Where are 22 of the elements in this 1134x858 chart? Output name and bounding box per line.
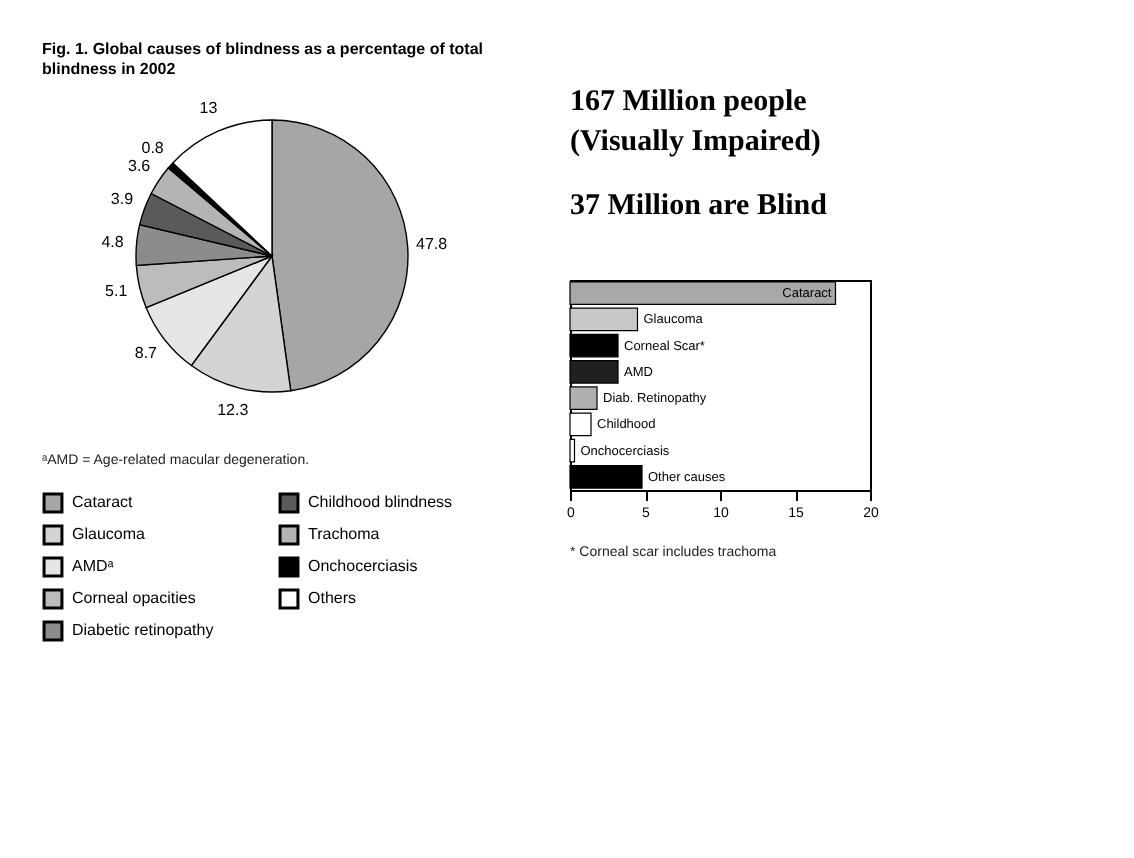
legend-label: Childhood blindness: [308, 493, 453, 512]
legend-label: Cataract: [72, 493, 135, 512]
data-label: 13: [199, 99, 219, 118]
legend-label: Corneal opacities: [72, 589, 196, 607]
legend-label: Others: [308, 589, 357, 607]
text: 167 Million people: [570, 86, 808, 118]
data-label: 12.3: [217, 401, 250, 420]
data-label: 8.7: [134, 344, 159, 363]
data-label: 4.8: [101, 232, 125, 251]
legend-label: Glaucoma: [72, 525, 147, 543]
text: (Visually Impaired): [570, 126, 821, 158]
legend-label: Diabetic retinopathy: [72, 621, 214, 639]
legend-label: AMDᵃ: [72, 557, 116, 575]
chart-title: Fig. 1. Global causes of blindness as a percentage of total blindness in 2002: [42, 40, 483, 78]
data-label: 5.1: [105, 282, 129, 301]
legend-label: Onchocerciasis: [308, 557, 418, 575]
text: 37 Million are Blind: [570, 190, 829, 222]
data-label: 0.8: [141, 139, 165, 158]
legend-label: Trachoma: [308, 525, 381, 543]
data-label: 47.8: [416, 234, 449, 253]
data-label: 3.9: [110, 190, 135, 209]
data-label: 3.6: [127, 156, 152, 175]
